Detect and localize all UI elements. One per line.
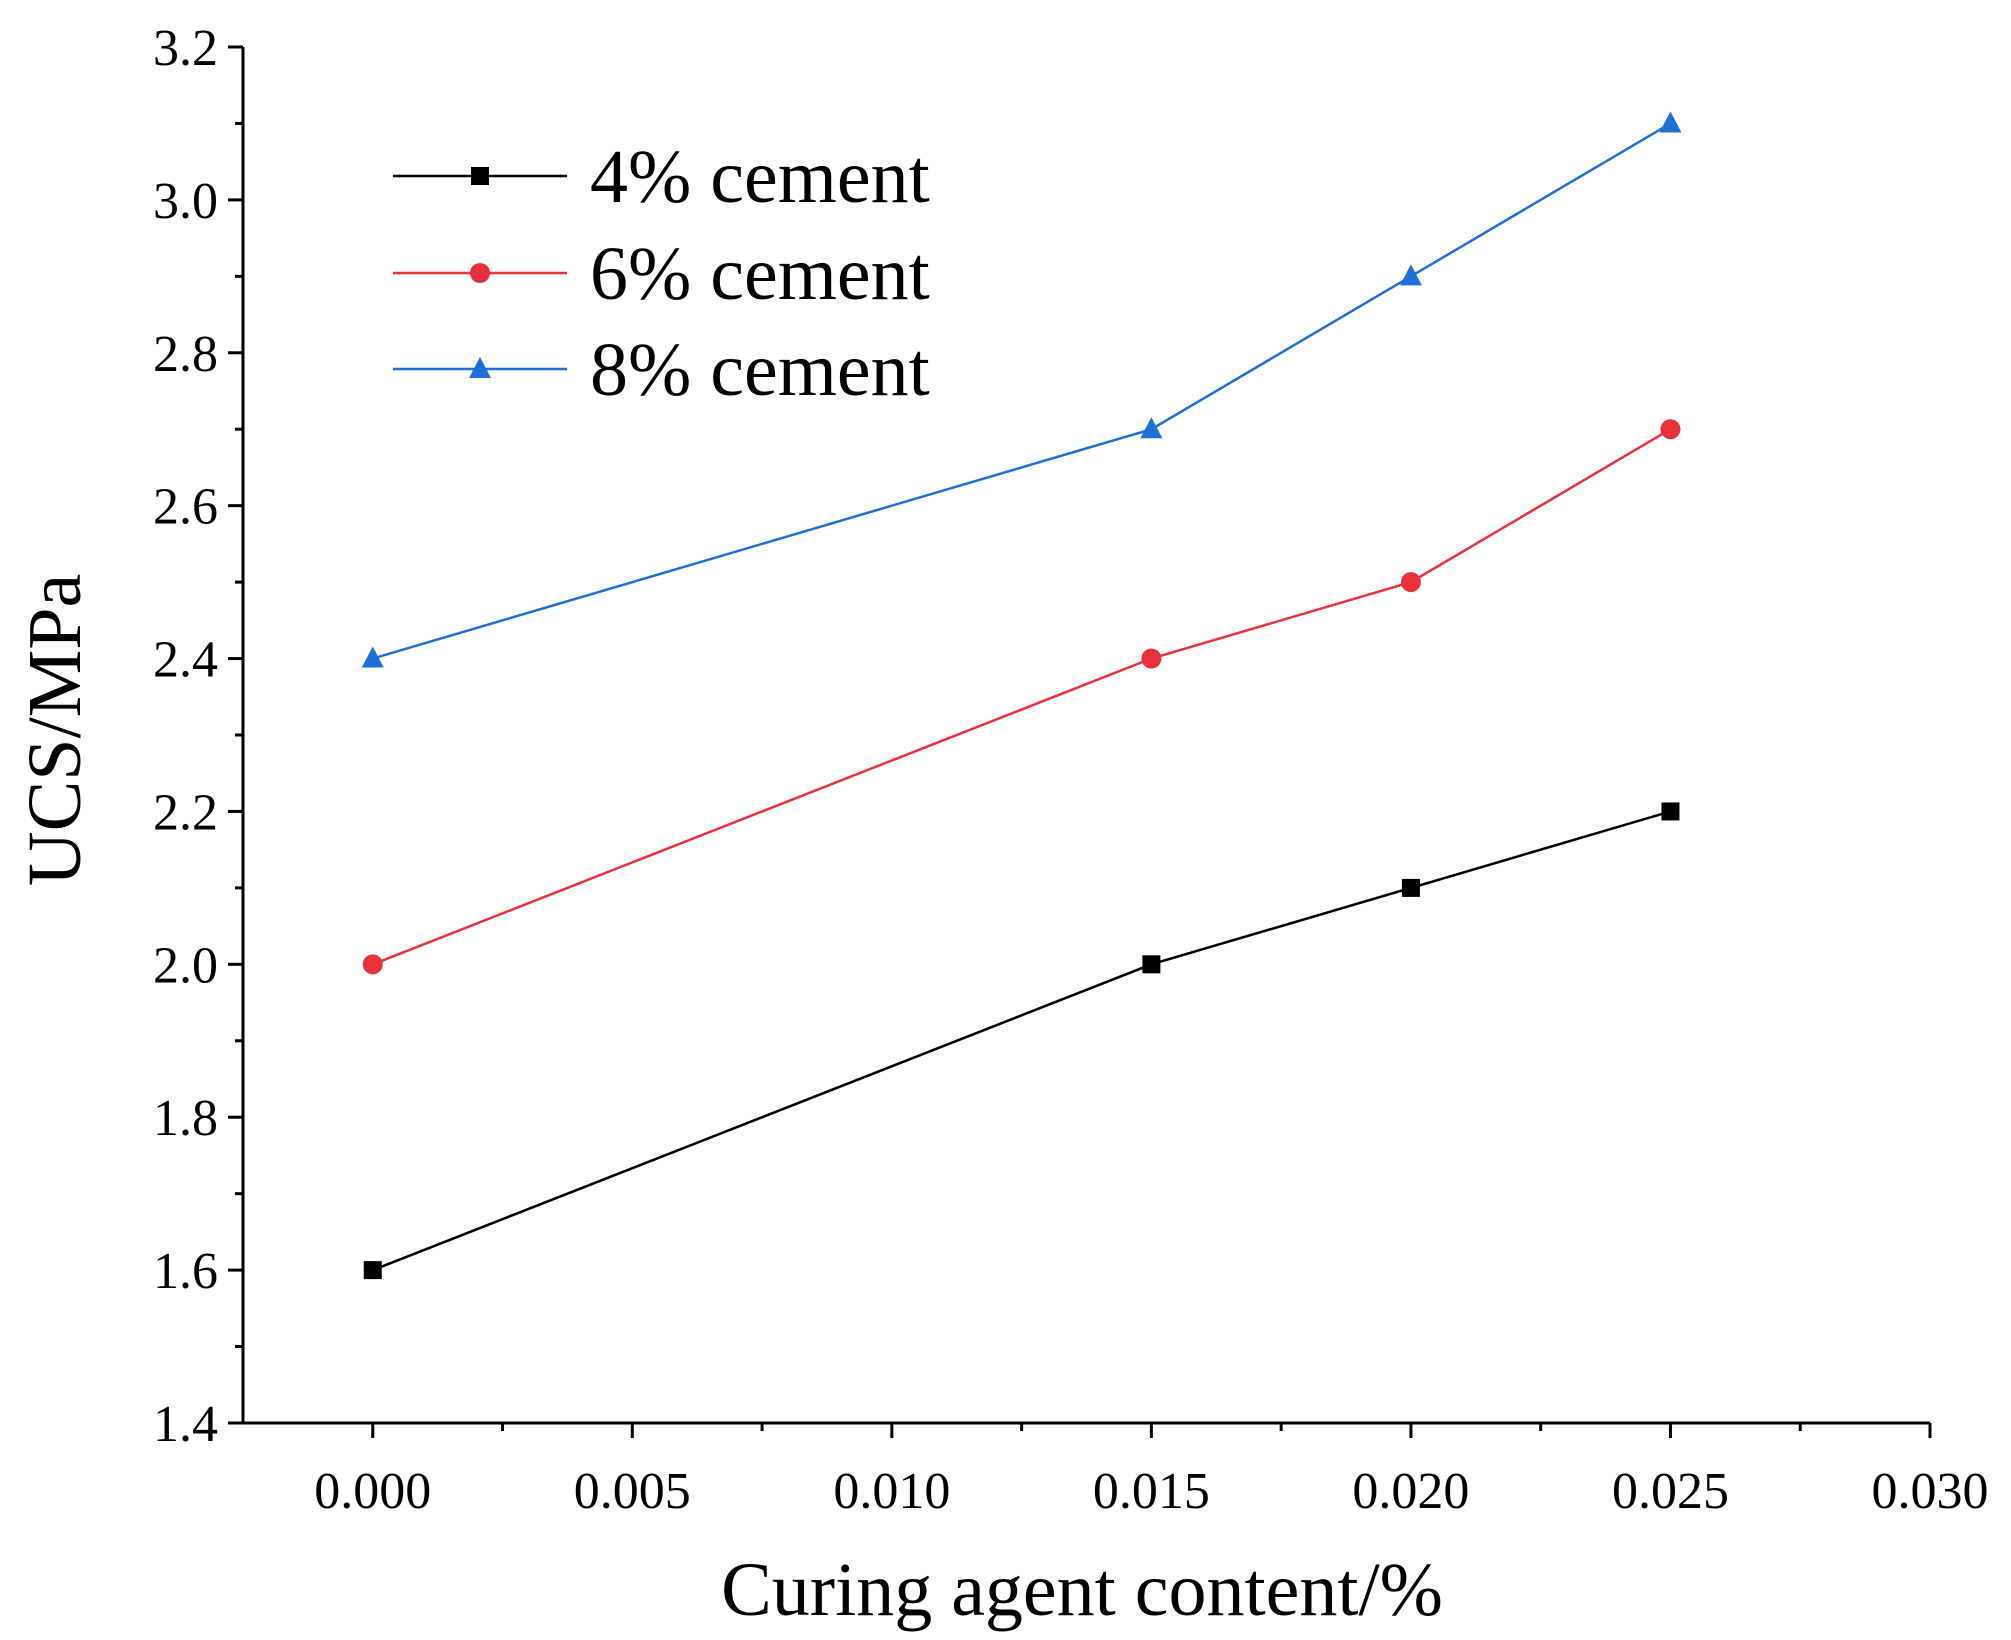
y-tick-label: 2.6 [153,479,218,536]
data-point [1661,802,1680,821]
legend-marker [470,263,490,283]
data-point [1141,648,1162,669]
legend-marker [469,357,491,378]
data-point [362,954,383,975]
data-point [363,1261,382,1280]
y-tick-label: 3.2 [153,20,218,77]
y-axis-title: UCS/MPa [13,574,97,887]
series-line [372,810,1671,1272]
data-point [1140,417,1163,439]
legend-item-2: 6% cement [393,232,930,316]
y-tick-label: 2.4 [153,632,218,689]
data-point [1660,419,1681,440]
x-tick-label: 0.010 [833,1463,950,1520]
series-2 [362,419,1681,975]
y-tick-label: 2.0 [153,937,218,994]
legend-label: 8% cement [590,328,930,412]
data-series [361,111,1682,1280]
data-point [1401,878,1420,897]
legend-label: 6% cement [590,232,930,316]
data-point [1400,572,1421,593]
data-point [1399,264,1422,286]
legend-item-3: 8% cement [393,328,930,412]
legend-item-1: 4% cement [393,135,930,219]
x-tick-label: 0.015 [1093,1463,1210,1520]
legend: 4% cement 6% cement 8% cement [393,135,930,412]
series-3 [361,111,1682,668]
y-tick-label: 2.2 [153,784,218,841]
data-point [361,646,384,668]
legend-label: 4% cement [590,135,930,219]
y-tick-label: 2.8 [153,326,218,383]
series-1 [363,802,1680,1280]
data-point [1659,111,1682,133]
axes [241,47,1930,1425]
y-tick-label: 1.6 [153,1243,218,1300]
legend-marker [471,167,489,185]
data-point [1142,955,1161,974]
x-tick-label: 0.005 [574,1463,691,1520]
y-tick-label: 1.4 [153,1396,218,1453]
x-axis-title: Curing agent content/% [721,1548,1443,1632]
tick-marks [228,45,1932,1438]
y-tick-label: 1.8 [153,1090,218,1147]
x-tick-label: 0.025 [1612,1463,1729,1520]
x-tick-label: 0.020 [1352,1463,1469,1520]
tick-labels: 1.4 1.6 1.8 2.0 2.2 2.4 2.6 2.8 3.0 3.2 0.000 0.005… [153,20,1989,1520]
x-tick-label: 0.030 [1872,1463,1989,1520]
series-line [372,428,1672,966]
x-tick-label: 0.000 [314,1463,431,1520]
y-tick-label: 3.0 [153,173,218,230]
series-line [372,122,1672,660]
